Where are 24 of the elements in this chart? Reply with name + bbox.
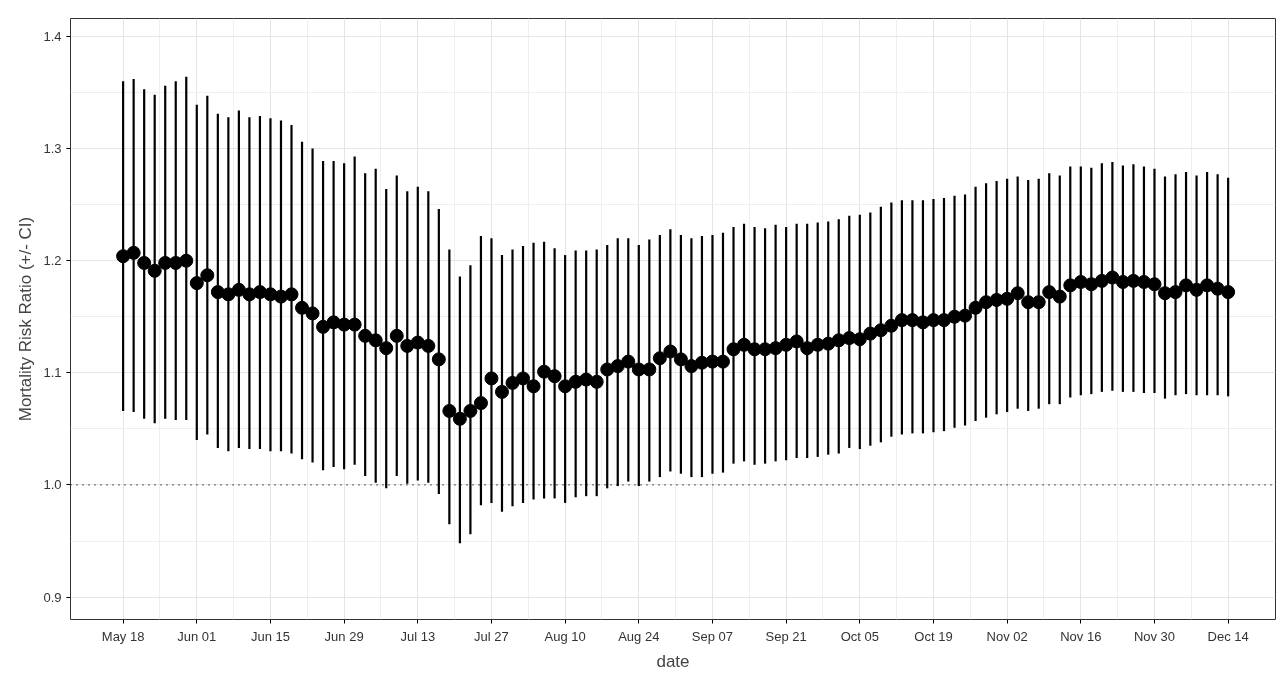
y-tick-label: 1.0	[43, 477, 62, 493]
y-tick-label: 1.4	[43, 28, 62, 44]
x-tick-label: Aug 10	[544, 628, 586, 644]
x-tick-label: Nov 02	[986, 628, 1028, 644]
x-tick-label: Dec 14	[1207, 628, 1249, 644]
y-axis-title: Mortality Risk Ratio (+/- CI)	[16, 216, 36, 422]
x-tick-label: Jun 29	[324, 628, 364, 644]
x-tick-label: Sep 07	[691, 628, 734, 644]
x-tick-label: Jul 27	[474, 628, 509, 644]
x-tick-label: Oct 19	[914, 628, 953, 644]
y-tick-label: 1.1	[43, 365, 62, 381]
x-tick-label: Jul 13	[400, 628, 436, 644]
x-tick-label: Jun 15	[250, 628, 290, 644]
x-tick-label: Oct 05	[840, 628, 879, 644]
x-tick-label: Aug 24	[618, 628, 660, 644]
x-tick-label: May 18	[101, 628, 145, 644]
x-axis-title: date	[656, 651, 690, 671]
y-tick-label: 0.9	[43, 589, 62, 605]
x-tick-label: Nov 30	[1133, 628, 1176, 644]
y-tick-label: 1.2	[43, 253, 62, 269]
y-tick-label: 1.3	[43, 141, 62, 157]
x-tick-label: Sep 21	[765, 628, 807, 644]
x-tick-label: Nov 16	[1060, 628, 1102, 644]
x-tick-label: Jun 01	[177, 628, 217, 644]
